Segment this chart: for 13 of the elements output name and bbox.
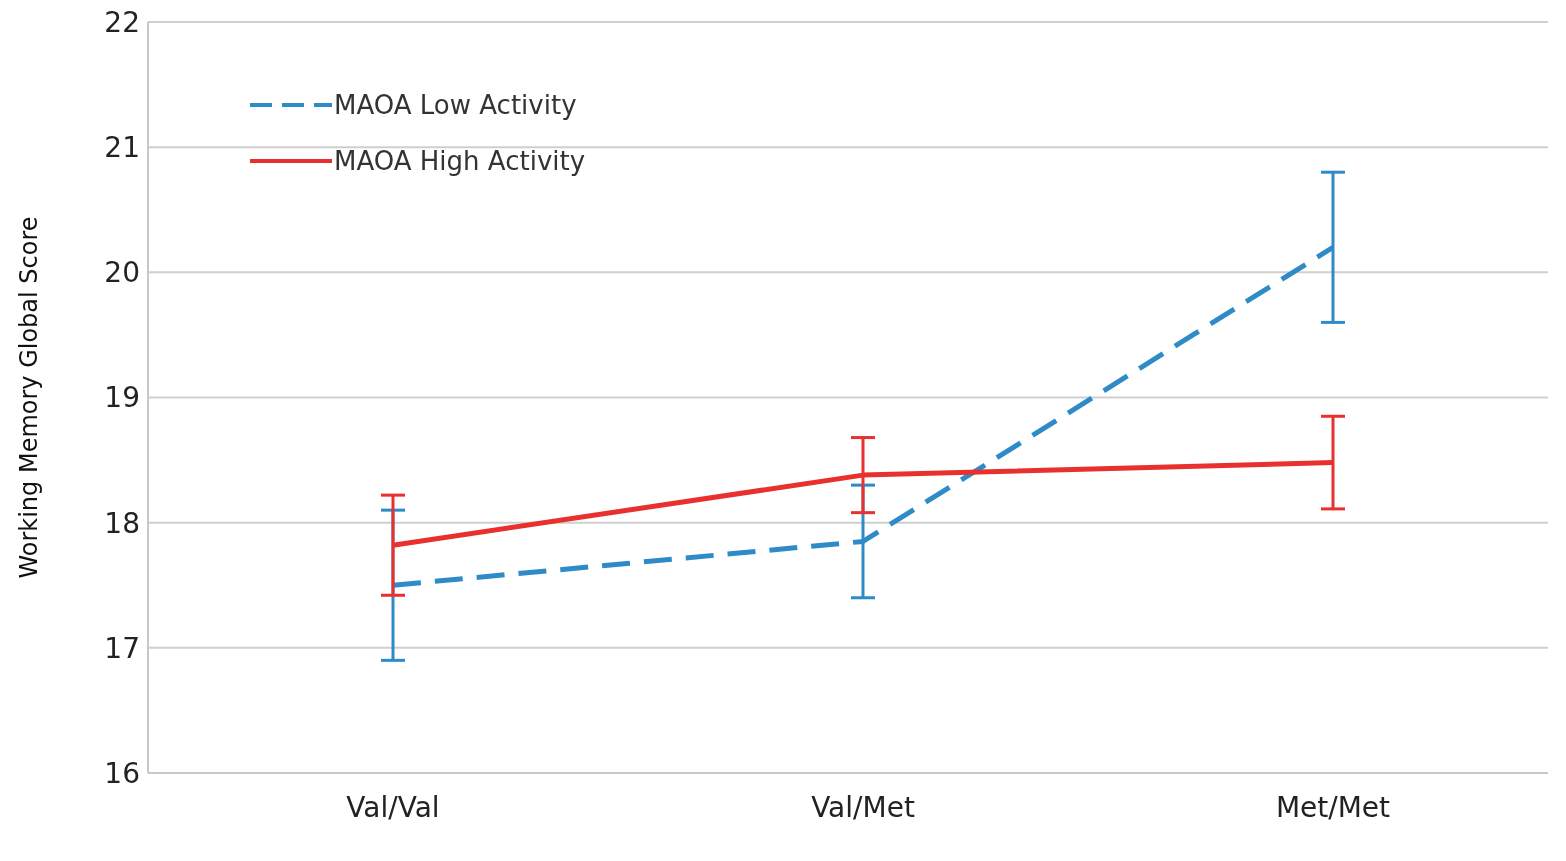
y-tick-label: 19 bbox=[104, 381, 140, 415]
y-axis-title: Working Memory Global Score bbox=[14, 216, 43, 579]
y-tick-label: 21 bbox=[104, 131, 140, 165]
y-tick-label: 20 bbox=[104, 256, 140, 290]
x-tick-label: Val/Val bbox=[346, 790, 440, 824]
y-tick-label: 22 bbox=[104, 5, 140, 39]
legend-label: MAOA Low Activity bbox=[334, 90, 577, 120]
legend-label: MAOA High Activity bbox=[334, 146, 586, 176]
x-tick-label: Val/Met bbox=[811, 790, 915, 824]
y-tick-label: 16 bbox=[104, 756, 140, 790]
x-tick-label: Met/Met bbox=[1275, 790, 1391, 824]
y-tick-label: 17 bbox=[104, 631, 140, 665]
y-tick-label: 18 bbox=[104, 506, 140, 540]
